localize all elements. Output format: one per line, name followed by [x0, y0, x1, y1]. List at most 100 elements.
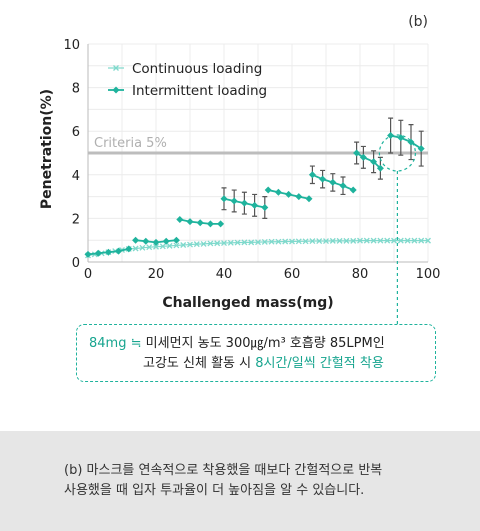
intermittent-point [264, 186, 272, 194]
legend-continuous-label: Continuous loading [132, 61, 262, 77]
continuous-point [227, 239, 234, 246]
continuous-point [221, 240, 227, 246]
intermittent-point [295, 193, 303, 201]
intermittent-point [387, 132, 395, 140]
continuous-point [159, 243, 166, 250]
continuous-point [391, 237, 397, 244]
continuous-point [343, 237, 350, 244]
intermittent-point [115, 247, 123, 255]
x-tick-label: 20 [148, 267, 165, 282]
continuous-point [404, 237, 411, 244]
continuous-point [397, 237, 404, 244]
intermittent-point [196, 219, 204, 227]
intermittent-point [125, 245, 133, 253]
intermittent-point [152, 238, 160, 246]
continuous-point [207, 240, 214, 247]
intermittent-point [240, 199, 248, 207]
intermittent-point [285, 190, 293, 198]
continuous-point [255, 239, 261, 246]
continuous-point [268, 238, 275, 245]
continuous-point [350, 237, 357, 244]
y-tick-label: 10 [63, 38, 80, 53]
continuous-point [282, 238, 289, 245]
continuous-point [309, 238, 316, 245]
y-axis-label: Penetration(%) [39, 89, 55, 209]
y-tick-label: 4 [72, 169, 80, 184]
intermittent-point [186, 218, 194, 226]
panel-label: (b) [408, 14, 428, 30]
continuous-point [302, 238, 309, 245]
intermittent-point [132, 236, 140, 244]
continuous-point [323, 238, 329, 245]
x-tick-label: 60 [284, 267, 301, 282]
annotation-circle [378, 134, 416, 172]
continuous-point [173, 242, 180, 249]
continuous-point [289, 238, 295, 245]
continuous-point [425, 237, 431, 244]
continuous-point [384, 237, 391, 244]
intermittent-point [261, 204, 269, 211]
legend-intermittent-marker [112, 86, 120, 94]
caption-line-1: (b) 마스크를 연속적으로 착용했을 때보다 간헐적으로 반복 [64, 463, 383, 478]
intermittent-point [206, 220, 214, 228]
callout-text-2a: 고강도 신체 활동 시 [143, 356, 256, 371]
x-axis-label: Challenged mass(mg) [162, 295, 333, 311]
x-tick-label: 40 [216, 267, 233, 282]
intermittent-point [274, 188, 282, 196]
y-tick-label: 6 [72, 125, 80, 140]
continuous-point [153, 243, 159, 250]
continuous-point [234, 239, 241, 246]
continuous-point [377, 237, 384, 244]
x-tick-label: 80 [352, 267, 369, 282]
intermittent-point [217, 220, 225, 228]
intermittent-point [84, 250, 92, 258]
continuous-point [316, 238, 323, 245]
intermittent-point [417, 145, 425, 153]
criteria-label: Criteria 5% [94, 136, 167, 151]
intermittent-point [142, 237, 150, 245]
x-tick-label: 100 [416, 267, 441, 282]
intermittent-point [349, 186, 357, 194]
continuous-point [166, 242, 173, 249]
legend-continuous-marker [113, 65, 119, 71]
y-tick-label: 0 [72, 256, 80, 271]
intermittent-point [251, 201, 259, 209]
intermittent-segment-line [390, 134, 422, 150]
continuous-point [275, 238, 282, 245]
chart: 0 20 40 60 80 100 0 2 4 6 8 10 Challenged mass(mg) Pe… [39, 38, 441, 324]
annotation-callout: 84mg ≒ 미세먼지 농도 300㎍/m³ 호흡량 85LPM인 고강도 신체… [76, 324, 436, 382]
continuous-point [363, 237, 370, 244]
intermittent-point [162, 237, 170, 245]
intermittent-point [329, 178, 337, 186]
continuous-point [336, 237, 343, 244]
callout-text-2b: 8시간/일씩 간헐적 착용 [255, 356, 384, 371]
callout-approx: ≒ [130, 336, 142, 351]
intermittent-point [319, 175, 327, 183]
legend-intermittent-label: Intermittent loading [132, 83, 267, 99]
intermittent-point [376, 164, 384, 172]
continuous-point [139, 244, 146, 251]
continuous-point [411, 237, 418, 244]
y-tick-label: 8 [72, 82, 80, 97]
caption-box: (b) 마스크를 연속적으로 착용했을 때보다 간헐적으로 반복 사용했을 때 … [0, 431, 480, 531]
continuous-point [193, 241, 200, 248]
continuous-point [180, 242, 187, 248]
intermittent-point [104, 248, 112, 256]
caption-line-2: 사용했을 때 입자 투과율이 더 높아짐을 알 수 있습니다. [64, 483, 365, 498]
intermittent-point [353, 149, 361, 157]
intermittent-point [220, 195, 228, 203]
continuous-point [187, 241, 193, 248]
callout-line-2: 고강도 신체 활동 시 8시간/일씩 간헐적 착용 [143, 354, 384, 374]
continuous-point [329, 237, 336, 244]
continuous-point [200, 240, 207, 247]
continuous-point [214, 240, 221, 247]
continuous-point [418, 237, 425, 244]
continuous-point [146, 244, 153, 251]
continuous-point [295, 238, 302, 245]
intermittent-point [94, 249, 102, 257]
intermittent-segment-line [356, 152, 382, 169]
intermittent-point [397, 134, 405, 142]
y-tick-label: 2 [72, 212, 80, 227]
continuous-point [132, 245, 139, 252]
intermittent-point [176, 215, 184, 223]
